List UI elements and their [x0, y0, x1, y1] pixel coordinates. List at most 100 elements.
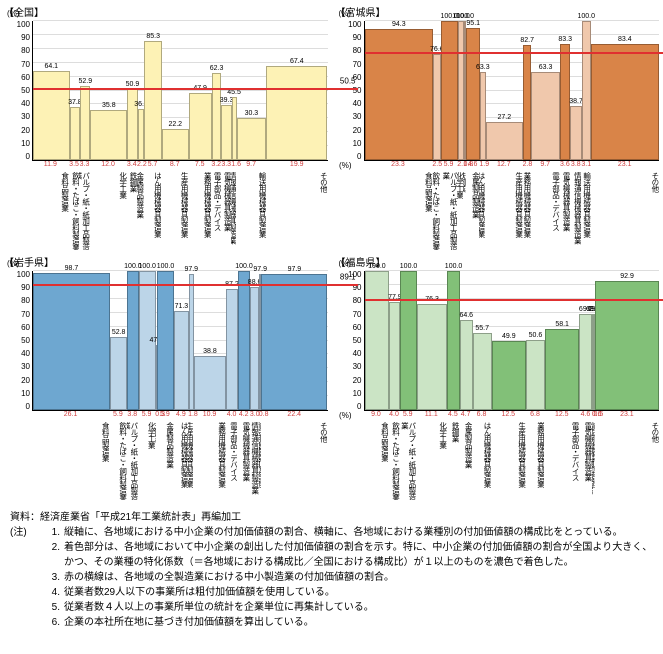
bar: 94.3 [365, 21, 434, 160]
bar: 95.1 [466, 21, 480, 160]
bar-value-label: 98.7 [65, 265, 79, 272]
bar: 77.9 [389, 271, 400, 410]
bar: 22.2 [162, 21, 189, 160]
bar: 55.7 [473, 271, 492, 410]
bar: 58.1 [545, 271, 580, 410]
reference-line [365, 299, 663, 301]
reference-line [33, 284, 358, 286]
bar: 100.0 [127, 271, 138, 410]
bar-value-label: 100.0 [368, 263, 386, 270]
bar: 87.2 [226, 271, 238, 410]
width-labels: 11.93.53.312.03.42.25.78.77.53.23.31.69.… [32, 161, 328, 168]
bar: 52.8 [110, 271, 127, 410]
bar: 38.8 [194, 271, 226, 410]
bar: 92.9 [595, 271, 659, 410]
bar: 100.0 [582, 21, 591, 160]
bar: 62.3 [212, 21, 222, 160]
bar: 64.6 [460, 271, 473, 410]
bar-value-label: 100.0 [138, 263, 156, 270]
bar: 100.0 [238, 271, 250, 410]
bar: 71.3 [174, 271, 188, 410]
plot-area: (%)100.077.9100.076.3100.064.655.749.950… [364, 271, 660, 411]
bar: 50.9 [127, 21, 137, 160]
y-axis: 1009080706050403020100 [4, 271, 32, 411]
chart-panel: 【岩手県】1009080706050403020100(%)98.752.810… [4, 254, 328, 500]
plot-area: (%)64.137.852.935.850.936.585.322.247.96… [32, 21, 328, 161]
bar: 27.2 [486, 21, 523, 160]
bar: 49.9 [492, 271, 527, 410]
bar-value-label: 100.0 [400, 263, 418, 270]
footnote: 1.縦軸に、各地域における中小企業の付加価値額の割合、横軸に、各地域における業種… [44, 525, 653, 540]
reference-line [365, 52, 663, 54]
bar-value-label: 49.9 [502, 333, 516, 340]
footnote: 4.従業者数29人以下の事業所は粗付加価値額を使用している。 [44, 585, 653, 600]
bar-value-label: 95.1 [466, 20, 480, 27]
bar: 50.6 [526, 271, 545, 410]
bar-value-label: 71.3 [175, 303, 189, 310]
bar: 76.3 [417, 271, 448, 410]
bar-value-label: 52.8 [112, 329, 126, 336]
bar-value-label: 38.8 [203, 348, 217, 355]
bar: 36.5 [138, 21, 145, 160]
bar: 82.7 [523, 21, 531, 160]
footnote: 3.赤の横線は、各地域の全製造業における中小製造業の付加価値額の割合。 [44, 570, 653, 585]
bar: 64.1 [33, 21, 70, 160]
bar-value-label: 83.4 [618, 36, 632, 43]
bar: 100.0 [447, 271, 459, 410]
y-axis: 1009080706050403020100 [336, 271, 364, 411]
bar-value-label: 27.2 [498, 114, 512, 121]
bar-value-label: 97.9 [288, 266, 302, 273]
width-labels: 23.32.55.92.10.84.61.912.72.89.73.63.83.… [364, 161, 660, 168]
footnote: 2.着色部分は、各地域において中小企業の創出した付加価値額の割合を示す。特に、中… [44, 540, 653, 570]
plot-area: (%)94.376.6100.0100.0100.095.163.327.282… [364, 21, 660, 161]
bar-value-label: 35.8 [102, 102, 116, 109]
plot-area: (%)98.752.8100.0100.047.0100.071.397.938… [32, 271, 328, 411]
bar-value-label: 63.3 [539, 64, 553, 71]
category-labels: 食料品製造業飲料・たばこ・飼料製造業パルプ・紙・紙加工品製造業化学工業鉄鋼業金属… [32, 420, 328, 500]
bar: 83.3 [560, 21, 571, 160]
bar: 100.0 [157, 271, 174, 410]
bar-value-label: 100.0 [577, 13, 595, 20]
bar-value-label: 100.0 [157, 263, 175, 270]
panel-title: 【全国】 [4, 4, 328, 19]
bar: 35.8 [90, 21, 127, 160]
bar: 98.7 [33, 271, 110, 410]
chart-panel: 【全国】1009080706050403020100(%)64.137.852.… [4, 4, 328, 250]
bar: 76.6 [433, 21, 440, 160]
reference-line [33, 88, 358, 90]
bar-value-label: 67.4 [290, 58, 304, 65]
bar: 37.8 [70, 21, 81, 160]
bar: 63.3 [531, 21, 560, 160]
y-axis: 1009080706050403020100 [336, 21, 364, 161]
category-labels: 食料品製造業飲料・たばこ・飼料製造業パルプ・紙・紙加工品製造業化学工業鉄鋼業金属… [364, 420, 660, 500]
bar-value-label: 94.3 [392, 21, 406, 28]
bar-value-label: 92.9 [620, 273, 634, 280]
bar: 52.9 [80, 21, 90, 160]
bar: 83.4 [591, 21, 659, 160]
bar-value-label: 22.2 [168, 121, 182, 128]
bar-value-label: 100.0 [445, 263, 463, 270]
bar-value-label: 85.3 [146, 33, 160, 40]
bar-value-label: 58.1 [555, 321, 569, 328]
bar-value-label: 30.3 [245, 110, 259, 117]
bar: 47.9 [189, 21, 212, 160]
bar: 67.4 [266, 21, 327, 160]
panel-title: 【宮城県】 [336, 4, 660, 19]
bar: 88.6 [250, 271, 259, 410]
y-axis: 1009080706050403020100 [4, 21, 32, 161]
category-labels: 食料品製造業飲料・たばこ・飼料製造業パルプ・紙・紙加工品製造業化学工業鉄鋼業金属… [32, 170, 328, 250]
bar-value-label: 50.6 [529, 332, 543, 339]
bar-value-label: 64.1 [44, 63, 58, 70]
bar: 100.0 [365, 271, 390, 410]
width-labels: 26.15.93.85.90.35.94.91.810.94.04.23.00.… [32, 411, 328, 418]
source-text: 資料：経済産業省「平成21年工業統計表」再編加工 [10, 510, 653, 525]
bar-value-label: 55.7 [475, 325, 489, 332]
bar: 69.2 [579, 271, 592, 410]
chart-panel: 【宮城県】1009080706050403020100(%)94.376.610… [336, 4, 660, 250]
bar: 30.3 [237, 21, 267, 160]
bar: 38.7 [570, 21, 581, 160]
footnote: 6.企業の本社所在地に基づき付加価値額を算出している。 [44, 615, 653, 630]
bar-value-label: 100.0 [235, 263, 253, 270]
bar: 100.0 [441, 21, 458, 160]
bar: 85.3 [144, 21, 162, 160]
